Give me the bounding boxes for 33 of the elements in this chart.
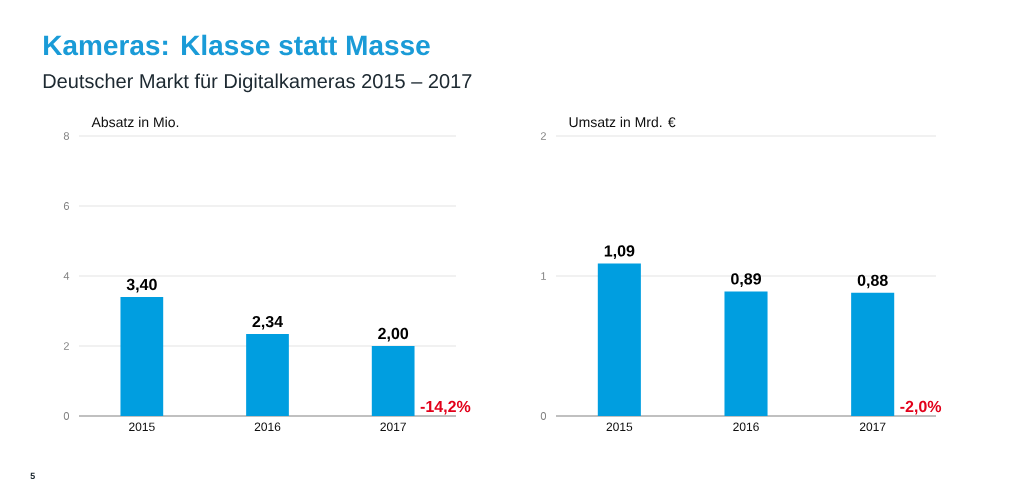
y-tick-label: 8 bbox=[63, 132, 69, 140]
bar bbox=[371, 346, 415, 416]
chart-title: Kameras: Klasse statt Masse bbox=[44, 34, 430, 56]
y-tick-label: 1 bbox=[541, 272, 546, 280]
x-tick-label: 2015 bbox=[129, 422, 155, 432]
data-label: 2,34 bbox=[252, 315, 283, 330]
annotation: -2,0% bbox=[900, 400, 942, 415]
text: 5 bbox=[30, 472, 35, 480]
y-axis-title: Absatz in Mio. bbox=[91, 116, 179, 128]
y-tick-label: 2 bbox=[540, 132, 546, 140]
bar bbox=[851, 292, 895, 416]
data-label: 1,09 bbox=[604, 245, 635, 259]
y-tick-label: 0 bbox=[540, 412, 547, 420]
x-tick-label: 2015 bbox=[606, 422, 633, 432]
data-label: 0,89 bbox=[731, 273, 761, 287]
bar bbox=[120, 297, 164, 416]
y-axis-title: Umsatz in Mrd. € bbox=[569, 116, 676, 128]
bar bbox=[724, 291, 768, 416]
y-tick-label: 6 bbox=[63, 202, 69, 210]
bar bbox=[597, 263, 641, 416]
y-tick-label: 0 bbox=[63, 412, 70, 420]
data-label: 0,88 bbox=[857, 274, 888, 289]
x-tick-label: 2016 bbox=[733, 422, 759, 432]
annotation: -14,2% bbox=[420, 400, 471, 415]
x-tick-label: 2017 bbox=[380, 422, 406, 432]
data-label: 2,00 bbox=[378, 327, 409, 342]
chart-subtitle: Deutscher Markt für Digitalkameras 2015 – 2017 bbox=[43, 73, 472, 93]
data-label: 3,40 bbox=[126, 278, 157, 293]
bar bbox=[246, 334, 289, 416]
x-tick-label: 2016 bbox=[254, 422, 281, 432]
y-tick-label: 2 bbox=[63, 342, 69, 350]
x-tick-label: 2017 bbox=[859, 422, 886, 432]
y-tick-label: 4 bbox=[63, 272, 70, 280]
